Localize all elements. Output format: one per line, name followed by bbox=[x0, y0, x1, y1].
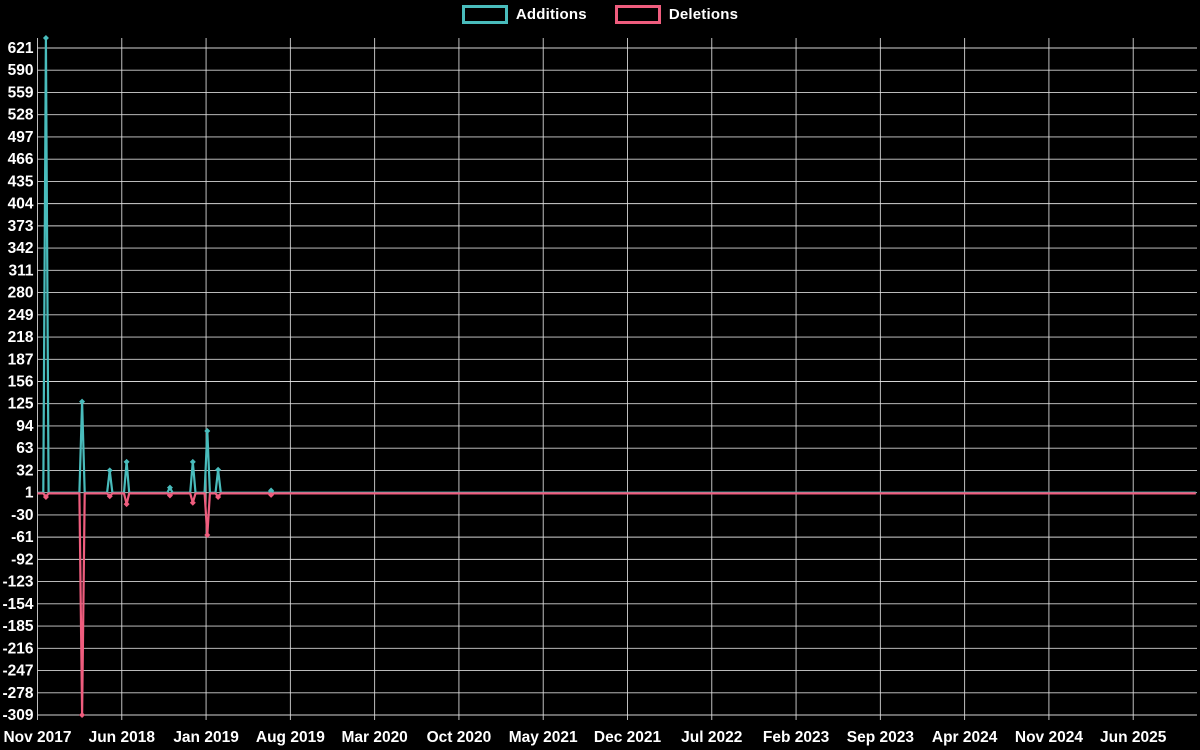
x-tick-label: Dec 2021 bbox=[594, 729, 662, 746]
y-tick-label: -216 bbox=[2, 640, 33, 657]
additions-point-marker bbox=[166, 484, 173, 491]
y-tick-label: 621 bbox=[8, 40, 34, 57]
additions-point-marker bbox=[42, 34, 49, 41]
additions-point-marker bbox=[215, 466, 222, 473]
x-tick-label: Jun 2018 bbox=[89, 729, 156, 746]
additions-point-marker bbox=[204, 427, 211, 434]
y-tick-label: 94 bbox=[16, 418, 34, 435]
additions-line bbox=[37, 36, 1196, 494]
y-tick-label: -309 bbox=[2, 707, 33, 724]
y-tick-label: -123 bbox=[2, 574, 33, 591]
deletions-point-marker bbox=[166, 492, 173, 499]
y-tick-label: 466 bbox=[8, 151, 34, 168]
y-tick-label: 218 bbox=[8, 329, 34, 346]
y-tick-label: -247 bbox=[2, 663, 33, 680]
x-tick-label: Aug 2019 bbox=[256, 729, 325, 746]
deletions-point-marker bbox=[79, 712, 86, 718]
x-tick-label: Jun 2025 bbox=[1100, 729, 1167, 746]
y-tick-label: -185 bbox=[2, 618, 33, 635]
y-tick-label: 249 bbox=[8, 307, 34, 324]
y-tick-label: -61 bbox=[11, 529, 34, 546]
deletions-point-marker bbox=[268, 491, 275, 498]
y-tick-label: 404 bbox=[8, 196, 34, 213]
y-tick-label: -30 bbox=[11, 507, 33, 524]
y-tick-label: 1 bbox=[25, 485, 34, 502]
x-tick-label: Apr 2024 bbox=[932, 729, 998, 746]
additions-point-marker bbox=[106, 467, 113, 474]
y-tick-label: 528 bbox=[8, 107, 34, 124]
deletions-swatch-icon bbox=[614, 5, 661, 24]
y-tick-label: 311 bbox=[8, 262, 33, 279]
y-tick-label: -92 bbox=[11, 551, 33, 568]
deletions-point-marker bbox=[215, 493, 222, 500]
deletions-legend-label: Deletions bbox=[668, 6, 739, 23]
additions-point-marker bbox=[79, 398, 86, 405]
deletions-point-marker bbox=[106, 493, 113, 500]
y-tick-label: 373 bbox=[8, 218, 34, 235]
deletions-point-marker bbox=[123, 501, 130, 508]
y-tick-label: 559 bbox=[8, 84, 34, 101]
y-tick-label: 125 bbox=[8, 396, 34, 413]
deletions-point-marker bbox=[189, 499, 196, 506]
x-tick-label: Nov 2017 bbox=[3, 729, 71, 746]
y-tick-label: 280 bbox=[8, 285, 34, 302]
legend: Additions Deletions bbox=[0, 5, 1200, 24]
y-tick-label: 497 bbox=[8, 129, 34, 146]
y-tick-label: 63 bbox=[16, 440, 34, 457]
x-tick-label: Jan 2019 bbox=[173, 729, 239, 746]
x-tick-label: Mar 2020 bbox=[341, 729, 407, 746]
x-tick-label: Sep 2023 bbox=[847, 729, 915, 746]
y-tick-label: 435 bbox=[8, 173, 34, 190]
x-tick-label: Nov 2024 bbox=[1015, 729, 1083, 746]
y-tick-label: -278 bbox=[2, 685, 33, 702]
y-tick-label: 187 bbox=[8, 351, 34, 368]
additions-point-marker bbox=[189, 458, 196, 465]
legend-item-additions: Additions bbox=[461, 5, 587, 24]
legend-item-deletions: Deletions bbox=[614, 5, 739, 24]
y-tick-label: 156 bbox=[8, 374, 34, 391]
x-tick-label: Jul 2022 bbox=[681, 729, 742, 746]
x-tick-label: May 2021 bbox=[509, 729, 578, 746]
y-tick-label: 32 bbox=[16, 462, 33, 479]
x-tick-label: Oct 2020 bbox=[427, 729, 492, 746]
additions-swatch-icon bbox=[461, 5, 508, 24]
y-tick-label: -154 bbox=[2, 596, 33, 613]
additions-point-marker bbox=[268, 487, 275, 494]
y-tick-label: 590 bbox=[8, 62, 34, 79]
y-tick-label: 342 bbox=[8, 240, 34, 257]
x-tick-label: Feb 2023 bbox=[763, 729, 830, 746]
deletions-point-marker bbox=[204, 531, 211, 538]
deletions-point-marker bbox=[42, 493, 49, 500]
additions-legend-label: Additions bbox=[515, 6, 587, 23]
additions-point-marker bbox=[123, 458, 130, 465]
